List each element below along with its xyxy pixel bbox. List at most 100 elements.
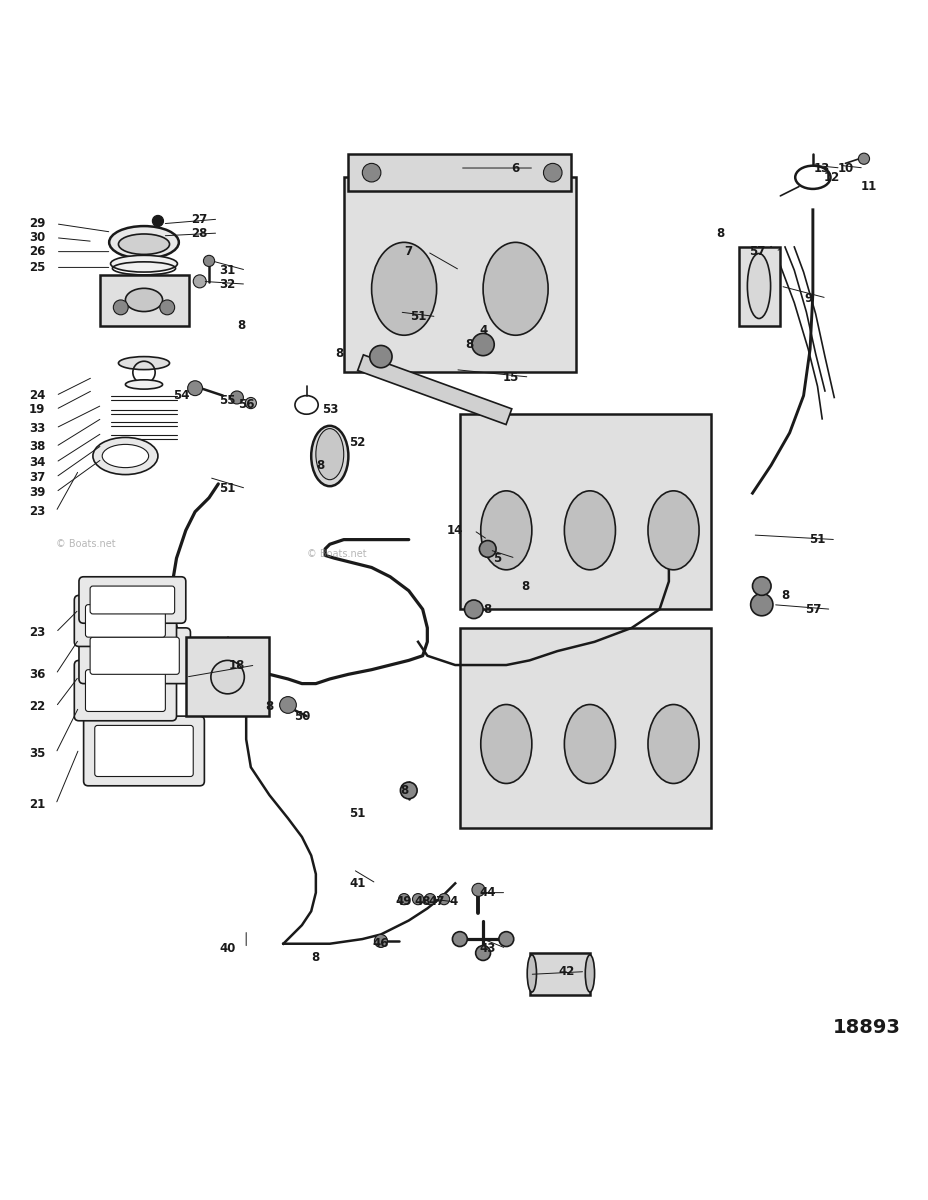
Text: 8: 8 [521, 580, 528, 593]
Ellipse shape [110, 256, 177, 272]
Ellipse shape [316, 428, 343, 480]
Text: 24: 24 [29, 389, 45, 402]
Bar [357, 355, 511, 425]
Text: 49: 49 [395, 895, 412, 908]
Ellipse shape [647, 704, 698, 784]
Ellipse shape [585, 955, 594, 992]
FancyBboxPatch shape [79, 628, 190, 684]
Text: 7: 7 [405, 245, 412, 258]
Text: 47: 47 [428, 895, 445, 908]
Circle shape [193, 275, 206, 288]
FancyBboxPatch shape [90, 586, 174, 614]
Circle shape [187, 380, 202, 396]
Text: 50: 50 [293, 709, 310, 722]
Text: 48: 48 [414, 895, 431, 908]
FancyBboxPatch shape [74, 660, 176, 721]
Text: 15: 15 [502, 371, 519, 384]
Text: 19: 19 [29, 403, 45, 416]
Text: 21: 21 [29, 798, 45, 811]
Ellipse shape [371, 242, 436, 335]
Circle shape [398, 894, 409, 905]
FancyBboxPatch shape [79, 577, 186, 623]
Ellipse shape [527, 955, 536, 992]
Ellipse shape [119, 356, 169, 370]
FancyBboxPatch shape [90, 637, 179, 674]
Circle shape [113, 300, 128, 314]
FancyBboxPatch shape [84, 716, 204, 786]
Circle shape [160, 300, 174, 314]
Text: 39: 39 [29, 486, 45, 499]
Text: 38: 38 [29, 440, 45, 454]
Circle shape [471, 883, 484, 896]
Text: 8: 8 [238, 319, 245, 332]
Circle shape [279, 697, 296, 713]
Text: 8: 8 [715, 227, 723, 240]
Bar [348, 154, 571, 191]
FancyBboxPatch shape [95, 726, 193, 776]
Circle shape [369, 346, 392, 367]
Text: © Boats.net: © Boats.net [306, 548, 366, 558]
Bar [738, 247, 780, 326]
Ellipse shape [93, 438, 158, 474]
Circle shape [479, 540, 496, 557]
Ellipse shape [311, 426, 348, 486]
Text: 12: 12 [822, 170, 839, 184]
Text: 23: 23 [29, 505, 45, 518]
Text: 18893: 18893 [832, 1018, 900, 1037]
Text: 51: 51 [349, 808, 366, 820]
Bar [529, 953, 589, 995]
Text: 10: 10 [836, 162, 853, 174]
Text: 6: 6 [511, 162, 519, 174]
Circle shape [230, 391, 243, 404]
Circle shape [857, 154, 869, 164]
Text: 51: 51 [409, 310, 426, 323]
Ellipse shape [647, 491, 698, 570]
Text: 52: 52 [349, 436, 366, 449]
Text: 9: 9 [804, 292, 811, 305]
Text: 36: 36 [29, 668, 45, 680]
Text: 8: 8 [400, 784, 407, 797]
Text: 13: 13 [813, 162, 830, 174]
Text: 56: 56 [238, 398, 254, 412]
Text: 8: 8 [335, 347, 342, 360]
Text: 57: 57 [748, 245, 765, 258]
Text: 8: 8 [316, 458, 324, 472]
Text: 23: 23 [29, 626, 45, 640]
Circle shape [152, 215, 163, 227]
Text: 51: 51 [808, 533, 825, 546]
Circle shape [203, 256, 214, 266]
Text: 5: 5 [493, 552, 500, 565]
Text: 27: 27 [191, 212, 208, 226]
Circle shape [424, 894, 435, 905]
Text: 8: 8 [483, 602, 491, 616]
Text: 35: 35 [29, 746, 45, 760]
Text: © Boats.net: © Boats.net [56, 539, 115, 550]
Text: 18: 18 [228, 659, 245, 672]
Text: 32: 32 [219, 277, 236, 290]
Circle shape [211, 660, 244, 694]
Text: 55: 55 [219, 394, 236, 407]
Text: 8: 8 [312, 952, 319, 964]
Text: 53: 53 [321, 403, 338, 416]
Ellipse shape [125, 380, 162, 389]
Text: 43: 43 [479, 942, 496, 955]
Text: 31: 31 [219, 264, 236, 277]
Circle shape [498, 931, 513, 947]
Text: 11: 11 [859, 180, 876, 193]
Circle shape [362, 163, 380, 182]
Text: 40: 40 [219, 942, 236, 955]
Bar [186, 637, 269, 716]
Ellipse shape [746, 253, 769, 318]
Circle shape [752, 577, 770, 595]
Text: 4: 4 [449, 895, 457, 908]
Text: 29: 29 [29, 217, 45, 230]
Text: 42: 42 [558, 965, 574, 978]
Text: 26: 26 [29, 245, 45, 258]
Ellipse shape [125, 288, 162, 312]
Text: 8: 8 [465, 338, 472, 352]
Circle shape [400, 782, 417, 799]
Ellipse shape [119, 234, 169, 254]
Text: 46: 46 [372, 937, 389, 950]
Ellipse shape [110, 226, 178, 258]
Ellipse shape [102, 444, 148, 468]
